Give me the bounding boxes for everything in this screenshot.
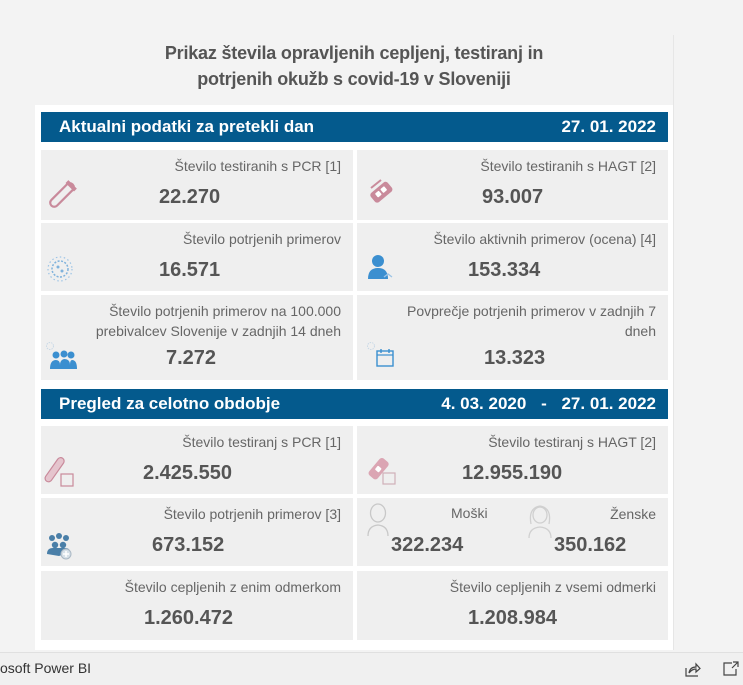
divider (673, 35, 674, 650)
person-icon (368, 255, 393, 279)
card-vaccinated-all-doses: Število cepljenih z vsemi odmerki 1.208.… (357, 571, 668, 640)
female-label: Ženske (610, 506, 656, 522)
card-vaccinated-one-dose: Število cepljenih z enim odmerkom 1.260.… (41, 571, 353, 640)
card-hagt-daily: Število testiranih s HAGT [2] 93.007 (357, 150, 668, 220)
share-icon[interactable] (684, 660, 702, 678)
card-pcr-total: Število testiranj s PCR [1] 2.425.550 (41, 426, 353, 494)
card-value: 12.955.190 (462, 462, 563, 484)
card-label: Število testiranj s HAGT [2] (488, 434, 656, 450)
male-label: Moški (451, 505, 488, 521)
card-value: 13.323 (484, 347, 546, 369)
card-label: Število testiranih s HAGT [2] (480, 158, 656, 174)
card-value: 22.270 (159, 186, 221, 208)
test-tube-icon (49, 180, 77, 208)
male-value: 322.234 (391, 534, 464, 556)
card-value: 153.334 (468, 259, 541, 281)
card-label-line-2: prebivalcev Slovenije v zadnjih 14 dneh (95, 323, 341, 339)
card-confirmed-total: Število potrjenih primerov [3] 673.152 (41, 498, 353, 566)
card-label: Število potrjenih primerov [3] (163, 506, 341, 522)
card-label: Število aktivnih primerov (ocena) [4] (433, 231, 656, 247)
card-value: 673.152 (152, 534, 225, 556)
card-label-line-2: dneh (624, 323, 656, 339)
card-label: Število potrjenih primerov (183, 231, 341, 247)
card-value: 93.007 (482, 186, 544, 208)
section-daily-date: 27. 01. 2022 (561, 117, 656, 136)
female-value: 350.162 (554, 534, 627, 556)
card-value: 2.425.550 (143, 462, 232, 484)
male-icon (367, 503, 389, 537)
section-total-title: Pregled za celotno obdobje (59, 394, 281, 413)
card-by-gender: Moški 322.234 Ženske 350.162 (357, 498, 668, 566)
powerbi-footer-bar: osoft Power BI (0, 652, 743, 685)
card-label: Število testiranj s PCR [1] (182, 434, 341, 450)
date-separator: - (541, 394, 547, 413)
date-from: 4. 03. 2020 (441, 394, 527, 413)
card-label: Število testiranih s PCR [1] (174, 158, 341, 174)
section-daily-header: Aktualni podatki za pretekli dan 27. 01.… (41, 112, 668, 142)
card-label: Število cepljenih z vsemi odmerki (449, 579, 656, 595)
title-line-1: Prikaz števila opravljenih cepljenj, tes… (164, 43, 544, 63)
section-daily-title: Aktualni podatki za pretekli dan (59, 117, 315, 136)
title-line-2: potrjenih okužb s covid-19 v Sloveniji (197, 69, 511, 89)
card-hagt-total: Število testiranj s HAGT [2] 12.955.190 (357, 426, 668, 494)
test-tube-icon (44, 457, 74, 487)
group-icon (47, 533, 72, 560)
female-icon (528, 505, 552, 539)
card-label-line-1: Število potrjenih primerov na 100.000 (109, 303, 341, 319)
section-total-header: Pregled za celotno obdobje 4. 03. 2020 -… (41, 389, 668, 419)
calendar-icon (367, 342, 394, 367)
card-label-line-1: Povprečje potrjenih primerov v zadnjih 7 (406, 303, 656, 319)
powerbi-brand-link[interactable]: osoft Power BI (0, 660, 92, 676)
card-incidence-daily: Število potrjenih primerov na 100.000 pr… (41, 295, 353, 380)
rapid-test-icon (368, 457, 396, 485)
card-value: 1.208.984 (468, 607, 557, 629)
card-pcr-daily: Število testiranih s PCR [1] 22.270 (41, 150, 353, 220)
card-value: 1.260.472 (144, 607, 233, 629)
card-value: 7.272 (166, 347, 217, 369)
rapid-test-icon (370, 179, 393, 203)
card-label: Število cepljenih z enim odmerkom (124, 579, 341, 595)
card-label: Število potrjenih primerov na 100.000 pr… (96, 301, 341, 341)
virus-icon (47, 256, 73, 282)
date-to: 27. 01. 2022 (561, 394, 656, 413)
card-confirmed-daily: Število potrjenih primerov 16.571 (41, 223, 353, 291)
popout-icon[interactable] (722, 660, 740, 678)
card-average-daily: Povprečje potrjenih primerov v zadnjih 7… (357, 295, 668, 380)
card-active-daily: Število aktivnih primerov (ocena) [4] 15… (357, 223, 668, 291)
report-title: Prikaz števila opravljenih cepljenj, tes… (35, 40, 673, 92)
group-icon (46, 342, 77, 369)
card-label: Povprečje potrjenih primerov v zadnjih 7… (407, 301, 656, 341)
section-total-date-range: 4. 03. 2020 - 27. 01. 2022 (441, 389, 656, 419)
card-value: 16.571 (159, 259, 221, 281)
